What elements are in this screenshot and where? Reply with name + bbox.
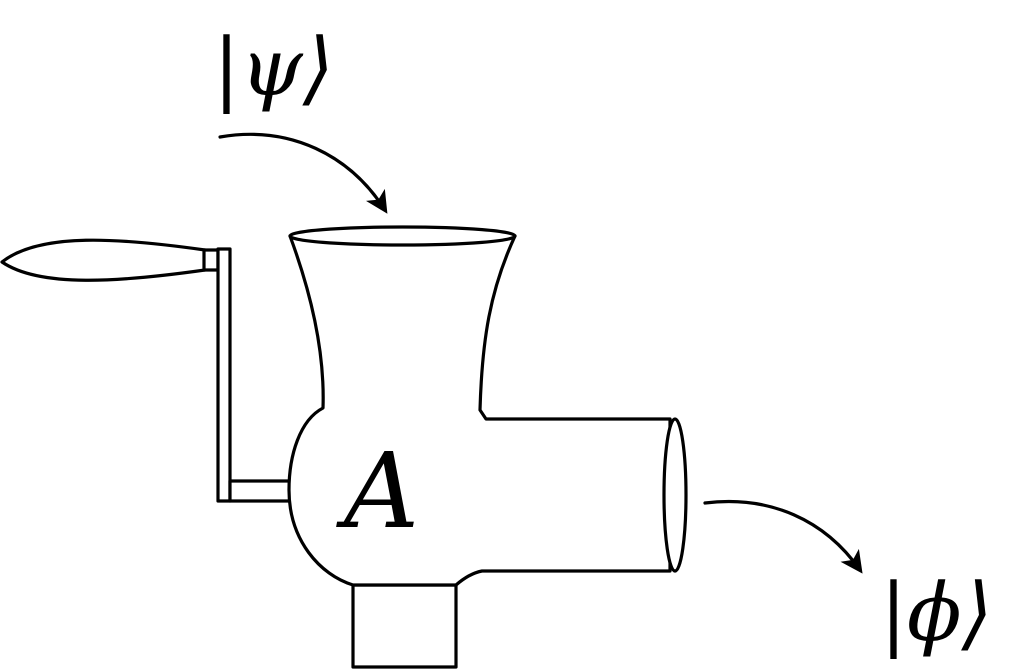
crank-collar (202, 248, 220, 272)
hopper-rim (288, 225, 517, 247)
output-state-label: |ϕ⟩ (880, 566, 993, 659)
grinder-base (351, 583, 458, 669)
output-opening (662, 417, 688, 573)
operator-label: A (336, 430, 419, 552)
input-state-label: |ψ⟩ (213, 21, 334, 114)
crank-shaft (228, 479, 294, 503)
crank-arm (216, 247, 232, 503)
output-arrow (703, 499, 863, 574)
crank-grip (0, 238, 207, 282)
input-arrow (218, 132, 388, 214)
grinder-body (287, 234, 672, 587)
